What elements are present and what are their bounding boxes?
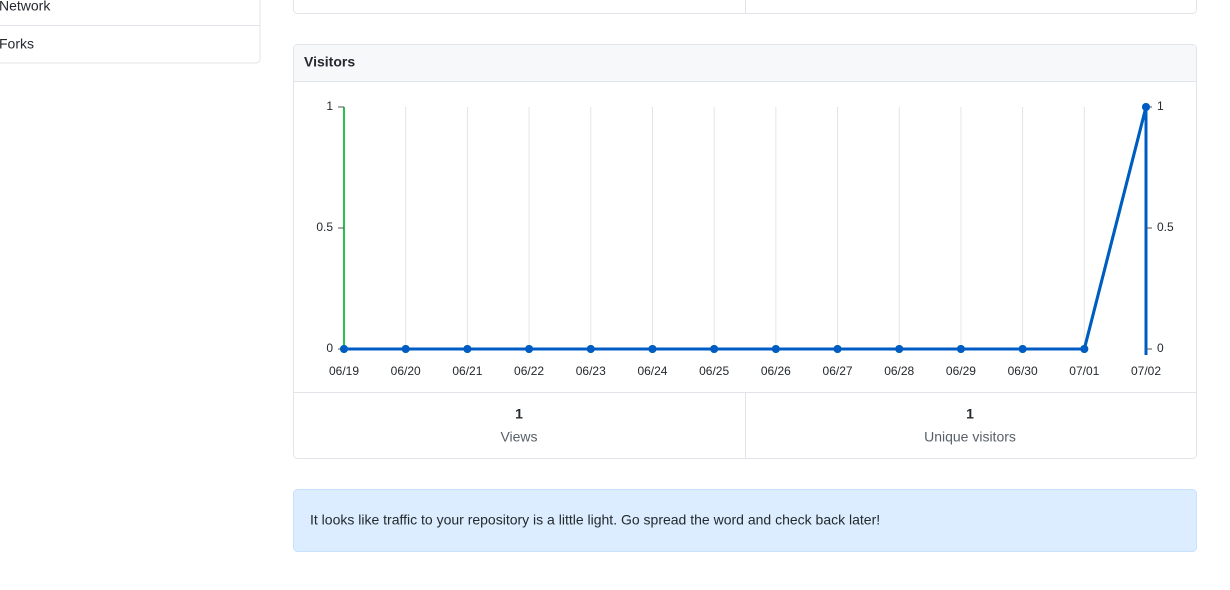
y2-tick-label: 0 xyxy=(1157,341,1164,355)
sidebar-box xyxy=(0,0,261,64)
data-point xyxy=(463,345,472,353)
summary-count: 1 xyxy=(966,406,974,422)
x-tick-label: 06/19 xyxy=(329,364,359,378)
panel-title: Visitors xyxy=(304,54,355,70)
data-point xyxy=(340,345,348,353)
x-tick-label: 06/24 xyxy=(637,364,667,378)
y-tick-label: 0 xyxy=(326,341,333,355)
y2-tick-label: 0.5 xyxy=(1157,220,1174,234)
x-tick-label: 06/26 xyxy=(761,364,791,378)
x-tick-label: 06/23 xyxy=(576,364,606,378)
data-point xyxy=(771,345,780,353)
data-point xyxy=(648,345,657,353)
series-line xyxy=(344,106,1148,351)
data-point xyxy=(1142,103,1150,111)
sidebar-item[interactable]: Network xyxy=(0,0,51,14)
x-tick-label: 06/29 xyxy=(946,364,976,378)
y-tick-label: 1 xyxy=(326,99,333,113)
data-point xyxy=(586,345,595,353)
y2-tick-label: 1 xyxy=(1157,99,1164,113)
data-point xyxy=(833,345,842,353)
notice-box xyxy=(293,489,1197,552)
x-tick-label: 07/01 xyxy=(1069,364,1099,378)
data-point xyxy=(710,345,719,353)
data-point xyxy=(1080,345,1089,353)
x-tick-label: 06/27 xyxy=(823,364,853,378)
notice-text: It looks like traffic to your repository… xyxy=(310,512,880,528)
panel-header xyxy=(294,45,1196,81)
visitors-panel xyxy=(293,44,1197,459)
data-point xyxy=(956,345,965,353)
x-tick-label: 06/20 xyxy=(391,364,421,378)
summary-label: Unique visitors xyxy=(924,429,1016,445)
x-tick-label: 06/25 xyxy=(699,364,729,378)
data-point xyxy=(401,345,410,353)
data-point xyxy=(1018,345,1027,353)
x-tick-label: 06/28 xyxy=(884,364,914,378)
sidebar-item[interactable]: Forks xyxy=(0,36,34,52)
data-point xyxy=(525,345,534,353)
x-tick-label: 07/02 xyxy=(1131,364,1161,378)
x-tick-label: 06/21 xyxy=(452,364,482,378)
y-tick-label: 0.5 xyxy=(316,220,333,234)
data-point xyxy=(895,345,904,353)
x-tick-label: 06/30 xyxy=(1008,364,1038,378)
summary-label: Views xyxy=(500,429,537,445)
x-tick-label: 06/22 xyxy=(514,364,544,378)
summary-count: 1 xyxy=(515,406,523,422)
